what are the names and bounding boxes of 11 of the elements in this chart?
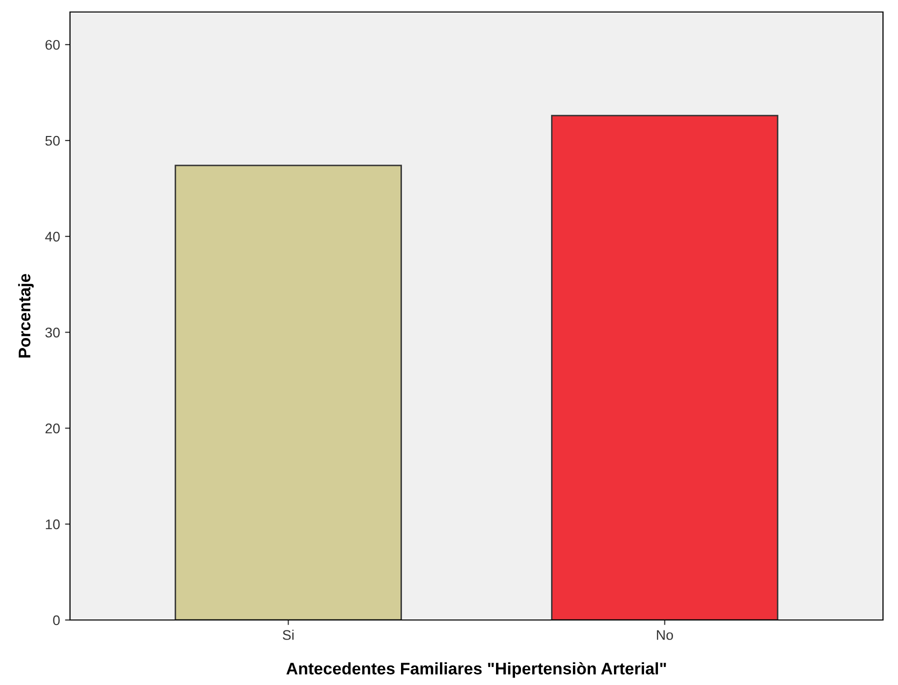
y-tick-label: 60 bbox=[46, 40, 60, 50]
x-tick-label: Si bbox=[282, 630, 294, 640]
y-tick-label: 10 bbox=[46, 519, 60, 530]
y-axis-title: Porcentaje bbox=[18, 274, 34, 358]
y-tick-label: 40 bbox=[45, 232, 60, 242]
y-tick-label: 50 bbox=[45, 136, 60, 146]
x-tick-label: No bbox=[656, 630, 673, 640]
y-tick-label: 0 bbox=[53, 615, 60, 626]
x-axis-title: Antecedentes Familiares "Hipertensiòn Arterial" bbox=[286, 662, 666, 678]
y-tick-label: 30 bbox=[45, 328, 60, 338]
y-tick-label: 20 bbox=[46, 424, 60, 434]
